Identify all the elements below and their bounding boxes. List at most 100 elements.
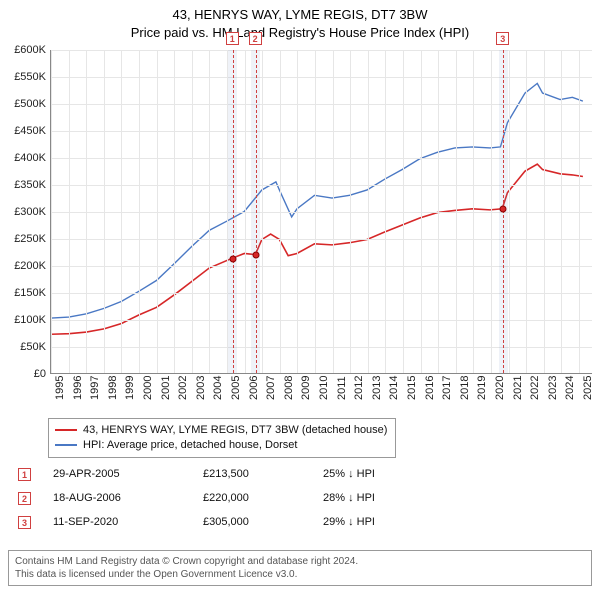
gridline-v xyxy=(245,50,246,373)
x-axis-label: 2002 xyxy=(177,376,189,400)
event-row-flag: 2 xyxy=(18,492,31,505)
gridline-v xyxy=(350,50,351,373)
y-axis-label: £0 xyxy=(2,368,46,380)
attribution-footer: Contains HM Land Registry data © Crown c… xyxy=(8,550,592,586)
event-flag: 2 xyxy=(249,32,262,45)
gridline-h xyxy=(51,77,592,78)
gridline-v xyxy=(368,50,369,373)
event-row-flag: 3 xyxy=(18,516,31,529)
gridline-v xyxy=(121,50,122,373)
gridline-h xyxy=(51,212,592,213)
event-flag: 1 xyxy=(226,32,239,45)
gridline-v xyxy=(403,50,404,373)
y-axis-label: £600K xyxy=(2,44,46,56)
gridline-v xyxy=(262,50,263,373)
gridline-v xyxy=(561,50,562,373)
x-axis-label: 2006 xyxy=(248,376,260,400)
gridline-v xyxy=(280,50,281,373)
price-marker xyxy=(500,206,507,213)
x-axis-label: 1999 xyxy=(124,376,136,400)
y-axis-label: £250K xyxy=(2,233,46,245)
event-diff: 25% ↓ HPI xyxy=(323,468,375,480)
y-axis-label: £100K xyxy=(2,314,46,326)
x-axis-label: 2023 xyxy=(547,376,559,400)
x-axis-label: 2019 xyxy=(476,376,488,400)
x-axis-label: 2007 xyxy=(265,376,277,400)
x-axis-label: 2001 xyxy=(160,376,172,400)
event-row-flag: 1 xyxy=(18,468,31,481)
x-axis-label: 2020 xyxy=(494,376,506,400)
gridline-h xyxy=(51,50,592,51)
plot-region: 123 xyxy=(50,50,592,374)
event-price: £213,500 xyxy=(203,468,323,480)
gridline-h xyxy=(51,158,592,159)
legend-label: HPI: Average price, detached house, Dors… xyxy=(83,438,297,453)
y-axis-label: £500K xyxy=(2,98,46,110)
gridline-v xyxy=(297,50,298,373)
x-axis-label: 1998 xyxy=(107,376,119,400)
event-date: 18-AUG-2006 xyxy=(53,492,203,504)
x-axis-label: 2022 xyxy=(529,376,541,400)
x-axis-label: 2015 xyxy=(406,376,418,400)
event-flag: 3 xyxy=(496,32,509,45)
event-table: 1 29-APR-2005£213,50025% ↓ HPI 2 18-AUG-200… xyxy=(18,462,375,534)
event-price: £220,000 xyxy=(203,492,323,504)
gridline-v xyxy=(421,50,422,373)
gridline-v xyxy=(526,50,527,373)
gridline-v xyxy=(51,50,52,373)
gridline-v xyxy=(157,50,158,373)
x-axis-label: 2017 xyxy=(441,376,453,400)
x-axis-label: 2003 xyxy=(195,376,207,400)
y-axis-label: £550K xyxy=(2,71,46,83)
gridline-v xyxy=(385,50,386,373)
y-axis-label: £300K xyxy=(2,206,46,218)
gridline-h xyxy=(51,131,592,132)
footer-line2: This data is licensed under the Open Gov… xyxy=(15,568,585,581)
gridline-v xyxy=(209,50,210,373)
event-price: £305,000 xyxy=(203,516,323,528)
gridline-v xyxy=(174,50,175,373)
event-dashline xyxy=(233,50,234,373)
x-axis-label: 2011 xyxy=(336,376,348,400)
x-axis-label: 2012 xyxy=(353,376,365,400)
legend-swatch xyxy=(55,429,77,431)
y-axis-label: £450K xyxy=(2,125,46,137)
gridline-v xyxy=(69,50,70,373)
chart-container: 43, HENRYS WAY, LYME REGIS, DT7 3BW Pric… xyxy=(0,0,600,590)
event-diff: 28% ↓ HPI xyxy=(323,492,375,504)
gridline-h xyxy=(51,185,592,186)
x-axis-label: 2005 xyxy=(230,376,242,400)
x-axis-label: 2009 xyxy=(300,376,312,400)
y-axis-label: £150K xyxy=(2,287,46,299)
event-row: 1 29-APR-2005£213,50025% ↓ HPI xyxy=(18,462,375,486)
legend: 43, HENRYS WAY, LYME REGIS, DT7 3BW (det… xyxy=(48,418,396,458)
x-axis-label: 1997 xyxy=(89,376,101,400)
event-date: 29-APR-2005 xyxy=(53,468,203,480)
x-axis-label: 2014 xyxy=(388,376,400,400)
x-axis-label: 2004 xyxy=(212,376,224,400)
gridline-v xyxy=(456,50,457,373)
x-axis-label: 2018 xyxy=(459,376,471,400)
gridline-v xyxy=(544,50,545,373)
gridline-h xyxy=(51,104,592,105)
y-axis-label: £400K xyxy=(2,152,46,164)
x-axis-label: 2000 xyxy=(142,376,154,400)
gridline-h xyxy=(51,293,592,294)
gridline-h xyxy=(51,266,592,267)
legend-item: HPI: Average price, detached house, Dors… xyxy=(55,438,387,453)
chart-area: 123 £0£50K£100K£150K£200K£250K£300K£350K… xyxy=(4,46,596,416)
event-date: 11-SEP-2020 xyxy=(53,516,203,528)
x-axis-label: 2016 xyxy=(424,376,436,400)
gridline-v xyxy=(86,50,87,373)
gridline-v xyxy=(333,50,334,373)
gridline-v xyxy=(579,50,580,373)
gridline-h xyxy=(51,320,592,321)
gridline-v xyxy=(139,50,140,373)
event-row: 2 18-AUG-2006£220,00028% ↓ HPI xyxy=(18,486,375,510)
gridline-v xyxy=(315,50,316,373)
x-axis-label: 2010 xyxy=(318,376,330,400)
gridline-h xyxy=(51,239,592,240)
x-axis-label: 2008 xyxy=(283,376,295,400)
gridline-v xyxy=(491,50,492,373)
chart-title: 43, HENRYS WAY, LYME REGIS, DT7 3BW Pric… xyxy=(0,0,600,41)
